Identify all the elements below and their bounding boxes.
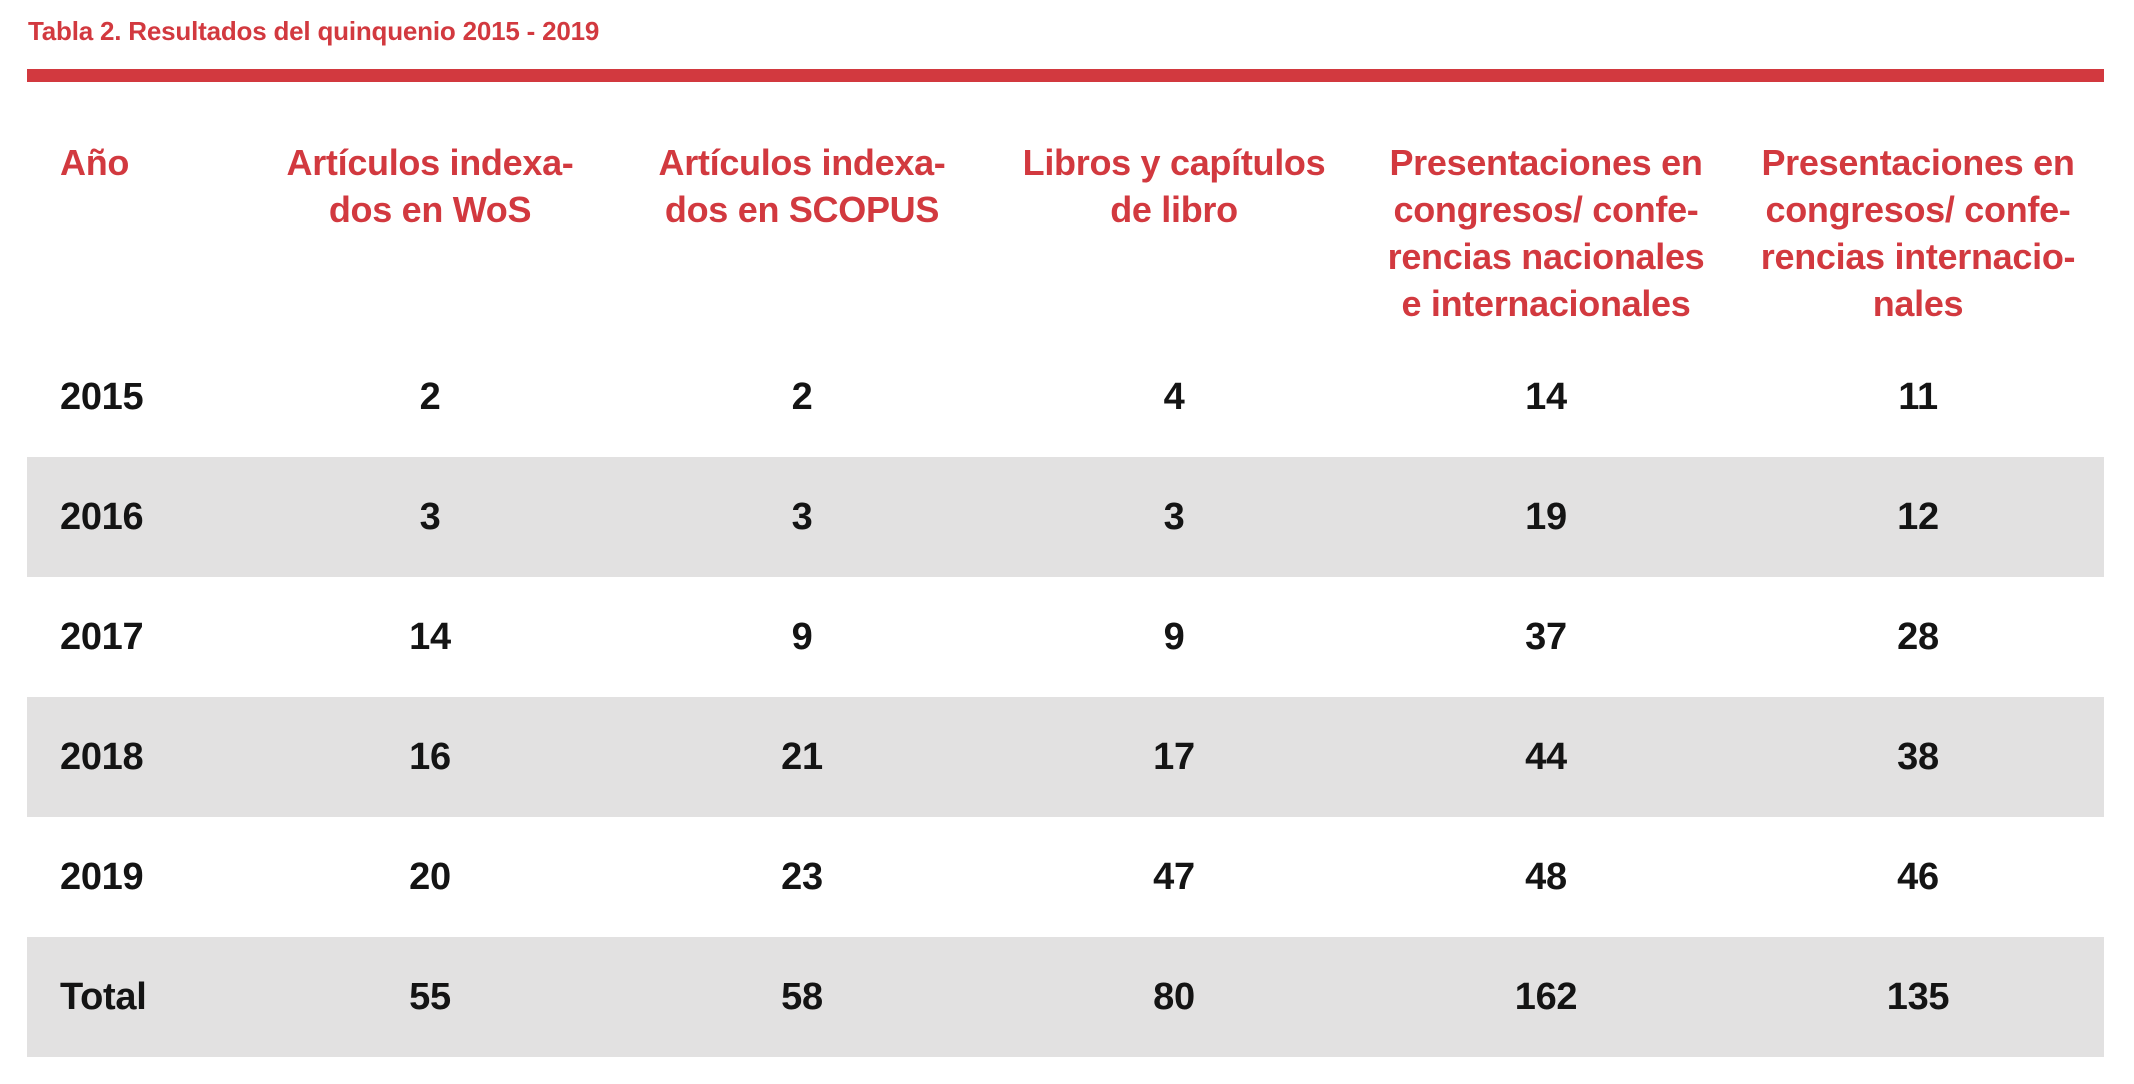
table-header-row: Año Artículos indexa- dos en WoS Artícul… (27, 82, 2104, 337)
column-header-articulos-wos: Artículos indexa- dos en WoS (286, 142, 574, 230)
cell-wos: 14 (409, 615, 451, 658)
cell-scopus: 21 (781, 735, 823, 778)
cell-pres-int: 11 (1898, 375, 1938, 418)
row-label: 2019 (60, 855, 144, 898)
cell-libros: 3 (1163, 495, 1185, 538)
cell-pres-int: 28 (1897, 615, 1939, 658)
column-header-articulos-scopus: Artículos indexa- dos en SCOPUS (658, 142, 946, 230)
cell-libros: 80 (1153, 975, 1195, 1018)
cell-libros: 9 (1163, 615, 1185, 658)
table-row-2017: 2017 14 9 9 37 28 (27, 577, 2104, 697)
row-label: 2018 (60, 735, 144, 778)
cell-scopus: 2 (791, 375, 813, 418)
row-label: 2015 (60, 375, 144, 418)
cell-pres-nac: 37 (1525, 615, 1567, 658)
cell-pres-int: 38 (1897, 735, 1939, 778)
table-row-2018: 2018 16 21 17 44 38 (27, 697, 2104, 817)
table-row-2015: 2015 2 2 4 14 11 (27, 337, 2104, 457)
cell-wos: 2 (419, 375, 441, 418)
row-label: Total (60, 975, 147, 1018)
cell-pres-nac: 48 (1525, 855, 1567, 898)
cell-pres-nac: 162 (1514, 975, 1578, 1018)
cell-pres-int: 46 (1897, 855, 1939, 898)
row-label: 2016 (60, 495, 144, 538)
cell-pres-nac: 19 (1525, 495, 1567, 538)
cell-pres-int: 135 (1886, 975, 1950, 1018)
column-header-ano: Año (60, 142, 130, 183)
cell-libros: 17 (1153, 735, 1195, 778)
results-table: Año Artículos indexa- dos en WoS Artícul… (27, 82, 2104, 1057)
column-header-presentaciones-internacionales: Presentaciones en congresos/ confe- renc… (1760, 142, 2076, 324)
cell-wos: 16 (409, 735, 451, 778)
table-row-2019: 2019 20 23 47 48 46 (27, 817, 2104, 937)
row-label: 2017 (60, 615, 144, 658)
cell-scopus: 58 (781, 975, 823, 1018)
cell-pres-nac: 14 (1525, 375, 1567, 418)
title-divider-rule (27, 69, 2104, 82)
table-caption: Tabla 2. Resultados del quinquenio 2015 … (28, 16, 600, 46)
table-row-total: Total 55 58 80 162 135 (27, 937, 2104, 1057)
cell-scopus: 3 (791, 495, 813, 538)
cell-wos: 20 (409, 855, 451, 898)
column-header-libros-capitulos: Libros y capítulos de libro (1022, 142, 1326, 230)
cell-wos: 3 (419, 495, 441, 538)
cell-pres-int: 12 (1897, 495, 1939, 538)
cell-scopus: 9 (791, 615, 813, 658)
table-row-2016: 2016 3 3 3 19 12 (27, 457, 2104, 577)
column-header-presentaciones-nacionales: Presentaciones en congresos/ confe- renc… (1387, 142, 1705, 324)
cell-scopus: 23 (781, 855, 823, 898)
cell-libros: 4 (1163, 375, 1185, 418)
cell-libros: 47 (1153, 855, 1195, 898)
cell-pres-nac: 44 (1525, 735, 1567, 778)
cell-wos: 55 (409, 975, 451, 1018)
